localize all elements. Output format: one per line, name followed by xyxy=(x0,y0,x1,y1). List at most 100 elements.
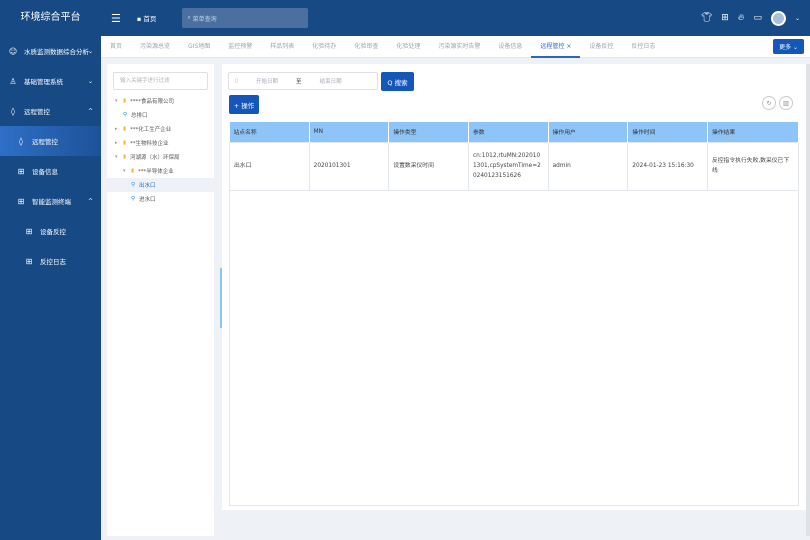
refresh-icon[interactable]: ↻ xyxy=(762,96,776,110)
table-body-area xyxy=(229,190,799,506)
folder-icon: ▮ xyxy=(123,98,127,104)
tab-label: 化验审查 xyxy=(354,42,379,50)
chevron-icon: ⌄ xyxy=(87,47,93,55)
add-operation-button[interactable]: + 操作 xyxy=(229,95,259,114)
table-cell: 设置数采仪时间 xyxy=(388,141,469,191)
caret-down-icon[interactable]: ▾ xyxy=(115,98,118,104)
drop-icon: ◊ xyxy=(19,136,23,146)
folder-icon: ▮ xyxy=(131,168,135,174)
site-tree-panel: 输入关键字进行过滤 ▾ ▮ ****食品有限公司 ⚲ 总排口 ▸ ▮ ***化工生产企业 ▸ ▮ *… xyxy=(107,64,214,536)
sidebar-item[interactable]: ◊ 远程管控 xyxy=(0,126,101,156)
tree-node[interactable]: ▾ ▮ 河湖源（水）环保局 xyxy=(107,150,214,164)
table-cell: cn:1012,rtuMN:2020101301,cpSystemTime=20… xyxy=(467,141,549,191)
home-link[interactable]: ▪ 首页 xyxy=(136,15,157,23)
tab[interactable]: 化验处理 xyxy=(387,36,429,58)
date-separator: 至 xyxy=(296,79,302,85)
table-cell: 出水口 xyxy=(229,141,310,191)
scrollbar[interactable] xyxy=(806,64,810,536)
tab[interactable]: 设备信息 xyxy=(489,36,531,58)
tree-node-label: 河湖源（水）环保局 xyxy=(130,155,180,161)
table-row[interactable]: 出水口 2020101301 设置数采仪时间 cn:1012,rtuMN:202010… xyxy=(229,141,800,191)
sidebar-item[interactable]: ⊞ 反控日志 xyxy=(0,246,101,276)
org-icon: ♙ xyxy=(9,76,17,86)
caret-right-icon[interactable]: ▸ xyxy=(115,126,118,132)
more-tabs-button[interactable]: 更多 ⌄ xyxy=(773,39,804,54)
tree-node-label: 进水口 xyxy=(139,197,156,203)
tree-node-label: ****食品有限公司 xyxy=(130,99,175,105)
chevron-icon: ^ xyxy=(87,107,93,115)
tree-node[interactable]: ⚲ 进水口 xyxy=(107,192,214,206)
tab[interactable]: GIS地图 xyxy=(179,36,219,58)
tab[interactable]: 化验审查 xyxy=(345,36,387,58)
tree-node-label: ***化工生产企业 xyxy=(130,127,172,133)
sidebar-item[interactable]: ⊞ 智能监测终端 ^ xyxy=(0,186,101,216)
columns-icon[interactable]: ▥ xyxy=(779,96,793,110)
tab-label: 反控日志 xyxy=(631,42,656,50)
tab-label: 远程管控 xyxy=(540,42,565,50)
caret-right-icon[interactable]: ▸ xyxy=(115,140,118,146)
caret-down-icon[interactable]: ▾ xyxy=(115,154,118,160)
location-pin-icon: ⚲ xyxy=(123,112,128,118)
table-cell: 反控指令执行失败,数采仪已下线 xyxy=(706,141,800,191)
tab[interactable]: 反控日志 xyxy=(622,36,664,58)
sidebar-item-label: 智能监测终端 xyxy=(32,198,71,206)
location-pin-icon: ⚲ xyxy=(131,196,136,202)
tree-node-label: ***半导体企业 xyxy=(138,169,174,175)
folder-icon: ▮ xyxy=(123,140,127,146)
tree-node[interactable]: ⚲ 总排口 xyxy=(107,108,214,122)
tab[interactable]: 化验待办 xyxy=(303,36,345,58)
tab[interactable]: 污染源实时告警 xyxy=(429,36,489,58)
column-header: 操作时间 xyxy=(627,122,708,142)
tab[interactable]: 样品列表 xyxy=(261,36,303,58)
tree-node[interactable]: ▸ ▮ **生物科技企业 xyxy=(107,136,214,150)
sidebar-item-label: 水质监测数据综合分析 xyxy=(24,48,89,56)
avatar[interactable] xyxy=(770,10,786,26)
end-date[interactable]: 结束日期 xyxy=(319,79,342,85)
tab-label: 样品列表 xyxy=(270,42,295,50)
grid-icon: ⊞ xyxy=(17,196,25,206)
sidebar-item[interactable]: ♙ 基础管理系统 ⌄ xyxy=(0,66,101,96)
menu-toggle-icon[interactable]: ☰ xyxy=(111,11,121,25)
close-icon[interactable]: × xyxy=(566,42,572,50)
tab[interactable]: 设备反控 xyxy=(580,36,622,58)
menu-search-input[interactable]: ⌕ 菜单查询 xyxy=(182,8,309,28)
sidebar-item[interactable]: ☺ 水质监测数据综合分析 ⌄ xyxy=(0,36,101,66)
sidebar-item[interactable]: ⊞ 设备信息 xyxy=(0,156,101,186)
column-header: 操作结果 xyxy=(707,122,800,142)
column-header: 参数 xyxy=(468,122,549,142)
folder-icon: ▮ xyxy=(123,154,127,160)
tree-node[interactable]: ▸ ▮ ***化工生产企业 xyxy=(107,122,214,136)
grid-icon: ⊞ xyxy=(25,226,33,236)
start-date[interactable]: 开始日期 xyxy=(256,79,279,85)
monitor-icon[interactable]: ▭ xyxy=(753,13,762,23)
fire-icon[interactable]: 🔥︎ xyxy=(737,13,745,23)
tab[interactable]: 监控预警 xyxy=(219,36,261,58)
tab[interactable]: 远程管控 × xyxy=(531,36,581,58)
shirt-icon[interactable]: 👕︎ xyxy=(700,13,713,23)
tab[interactable]: 污染源总览 xyxy=(131,36,179,58)
tree-node-label: 总排口 xyxy=(131,113,148,119)
tree-node[interactable]: ▾ ▮ ***半导体企业 xyxy=(107,164,214,178)
date-range-picker[interactable]: ▯ 开始日期 至 结束日期 xyxy=(228,72,378,90)
caret-down-icon[interactable]: ▾ xyxy=(123,168,126,174)
sidebar-item[interactable]: ⊞ 设备反控 xyxy=(0,216,101,246)
drop-icon: ◊ xyxy=(11,106,15,116)
search-button[interactable]: Q 搜索 xyxy=(381,72,414,91)
chevron-icon: ^ xyxy=(87,197,93,205)
calendar-icon: ▯ xyxy=(235,78,239,84)
chevron-down-icon[interactable]: ⌄ xyxy=(794,14,800,22)
tree-filter-input[interactable]: 输入关键字进行过滤 xyxy=(113,72,208,90)
tree-node[interactable]: ⚲ 出水口 xyxy=(107,178,214,192)
tree-node-label: 出水口 xyxy=(139,183,156,189)
table-cell: 2020101301 xyxy=(308,141,390,191)
sidebar-item-label: 远程管控 xyxy=(24,108,50,116)
sidebar-item-label: 基础管理系统 xyxy=(24,78,63,86)
tree-node[interactable]: ▾ ▮ ****食品有限公司 xyxy=(107,94,214,108)
tab-label: 设备信息 xyxy=(498,42,523,50)
tab[interactable]: 首页 xyxy=(101,36,131,58)
sidebar-item[interactable]: ◊ 远程管控 ^ xyxy=(0,96,101,126)
user-group-icon: ☺ xyxy=(8,46,18,56)
grid-icon[interactable]: ⊞ xyxy=(721,13,729,23)
column-header: 操作用户 xyxy=(548,122,629,142)
sidebar-item-label: 设备反控 xyxy=(40,228,66,236)
